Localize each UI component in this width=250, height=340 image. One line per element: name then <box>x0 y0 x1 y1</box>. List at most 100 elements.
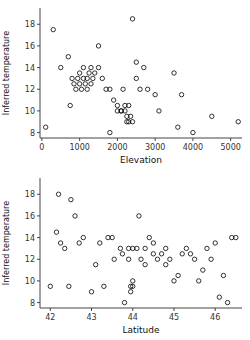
point <box>139 257 143 261</box>
point <box>164 246 168 250</box>
point <box>72 82 76 86</box>
point <box>122 300 126 304</box>
y-tick <box>37 259 40 260</box>
y-tick <box>37 280 40 281</box>
point <box>74 87 78 91</box>
point <box>209 257 213 261</box>
y-tick-label: 14 <box>25 64 35 73</box>
point <box>79 87 83 91</box>
x-tick <box>173 308 174 311</box>
point <box>48 284 52 288</box>
point <box>85 87 89 91</box>
point <box>81 235 85 239</box>
point <box>77 82 81 86</box>
point <box>43 125 47 129</box>
point <box>192 257 196 261</box>
x-tick <box>41 138 42 141</box>
points <box>43 17 240 135</box>
point <box>59 65 63 69</box>
point <box>89 290 93 294</box>
point <box>225 300 229 304</box>
point <box>111 98 115 102</box>
point <box>93 71 97 75</box>
point <box>66 55 70 59</box>
y-tick-label: 16 <box>25 42 35 51</box>
point <box>102 284 106 288</box>
points <box>48 192 238 305</box>
point <box>130 17 134 21</box>
y-tick <box>37 302 40 303</box>
point <box>188 252 192 256</box>
point <box>130 120 134 124</box>
point <box>210 114 214 118</box>
point <box>135 246 139 250</box>
point <box>176 125 180 129</box>
x-tick-label: 46 <box>210 313 220 322</box>
point <box>108 87 112 91</box>
point <box>157 109 161 113</box>
point <box>191 130 195 134</box>
y-tick <box>37 194 40 195</box>
point <box>205 246 209 250</box>
point <box>143 262 147 266</box>
y-tick <box>37 89 40 90</box>
point <box>110 235 114 239</box>
x-tick <box>132 308 133 311</box>
y-tick <box>37 45 40 46</box>
x-axis-label: Elevation <box>120 155 162 165</box>
point <box>63 246 67 250</box>
x-axis-label: Latitude <box>122 325 160 335</box>
x-tick-label: 4000 <box>183 143 203 152</box>
y-tick-label: 8 <box>30 129 35 138</box>
point <box>69 197 73 201</box>
y-axis-label: Inferred temperature <box>2 31 11 115</box>
point <box>123 109 127 113</box>
point <box>77 241 81 245</box>
point <box>87 71 91 75</box>
point <box>131 279 135 283</box>
y-tick-label: 12 <box>25 255 35 264</box>
point <box>164 262 168 266</box>
y-tick-label: 18 <box>25 190 35 199</box>
point <box>76 76 80 80</box>
point <box>131 284 135 288</box>
point <box>100 76 104 80</box>
y-tick <box>37 237 40 238</box>
point <box>51 27 55 31</box>
point <box>138 87 142 91</box>
point <box>234 235 238 239</box>
y-tick <box>37 132 40 133</box>
point <box>115 103 119 107</box>
point <box>197 279 201 283</box>
x-tick <box>91 308 92 311</box>
point <box>134 60 138 64</box>
point <box>151 252 155 256</box>
y-tick-label: 18 <box>25 20 35 29</box>
y-axis-label: Inferred temperature <box>2 201 11 285</box>
point <box>128 114 132 118</box>
x-tick <box>155 138 156 141</box>
point <box>153 92 157 96</box>
x-axis-line <box>40 138 242 139</box>
point <box>73 214 77 218</box>
point <box>127 103 131 107</box>
point <box>180 252 184 256</box>
point <box>126 257 130 261</box>
point <box>201 268 205 272</box>
x-tick <box>79 138 80 141</box>
point <box>89 65 93 69</box>
x-tick-label: 45 <box>169 313 179 322</box>
y-tick <box>37 110 40 111</box>
x-tick-label: 44 <box>128 313 138 322</box>
point <box>67 284 71 288</box>
y-tick <box>37 24 40 25</box>
y-tick-label: 12 <box>25 85 35 94</box>
point <box>128 290 132 294</box>
point <box>85 76 89 80</box>
x-tick-label: 42 <box>45 313 55 322</box>
point <box>236 120 240 124</box>
point <box>151 241 155 245</box>
x-tick <box>215 308 216 311</box>
panel: 424344454681012141618LatitudeInferred te… <box>2 178 242 335</box>
point <box>172 71 176 75</box>
